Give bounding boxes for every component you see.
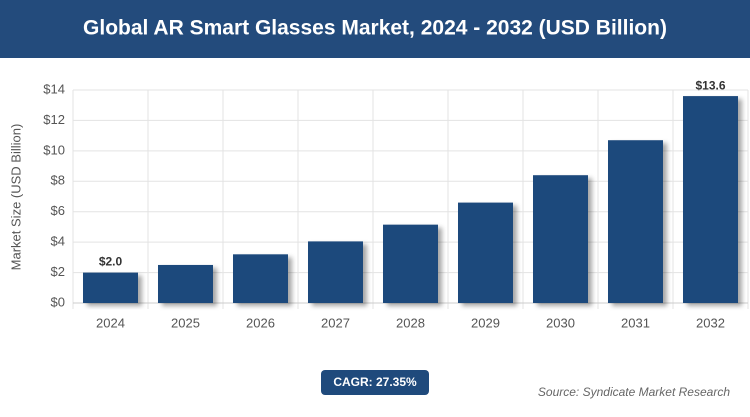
bar <box>683 96 738 303</box>
y-tick-label: $10 <box>43 142 65 157</box>
y-tick-label: $8 <box>51 173 65 188</box>
bar <box>458 202 513 303</box>
x-tick-label: 2031 <box>621 315 650 330</box>
chart-title: Global AR Smart Glasses Market, 2024 - 2… <box>83 17 667 40</box>
y-tick-label: $0 <box>51 294 65 309</box>
cagr-text: CAGR: 27.35% <box>333 375 417 389</box>
y-tick-label: $2 <box>51 264 65 279</box>
x-tick-label: 2025 <box>171 315 200 330</box>
bar <box>83 272 138 303</box>
bar <box>233 254 288 303</box>
value-label: $2.0 <box>99 255 123 269</box>
y-tick-label: $4 <box>51 234 65 249</box>
y-tick-label: $12 <box>43 112 65 127</box>
bar <box>158 264 213 303</box>
bar <box>608 140 663 303</box>
y-tick-label: $14 <box>43 81 65 96</box>
source-note: Source: Syndicate Market Research <box>538 385 730 399</box>
value-label: $13.6 <box>695 78 725 92</box>
y-axis-title: Market Size (USD Billion) <box>8 124 23 271</box>
x-tick-label: 2032 <box>696 315 725 330</box>
bar <box>383 224 438 303</box>
header-bar <box>0 0 750 58</box>
cagr-badge <box>321 370 429 395</box>
x-tick-label: 2027 <box>321 315 350 330</box>
x-tick-label: 2024 <box>96 315 125 330</box>
x-tick-label: 2029 <box>471 315 500 330</box>
x-tick-label: 2026 <box>246 315 275 330</box>
bar <box>533 175 588 303</box>
bar <box>308 241 363 303</box>
x-tick-label: 2028 <box>396 315 425 330</box>
y-tick-label: $6 <box>51 203 65 218</box>
x-tick-label: 2030 <box>546 315 575 330</box>
